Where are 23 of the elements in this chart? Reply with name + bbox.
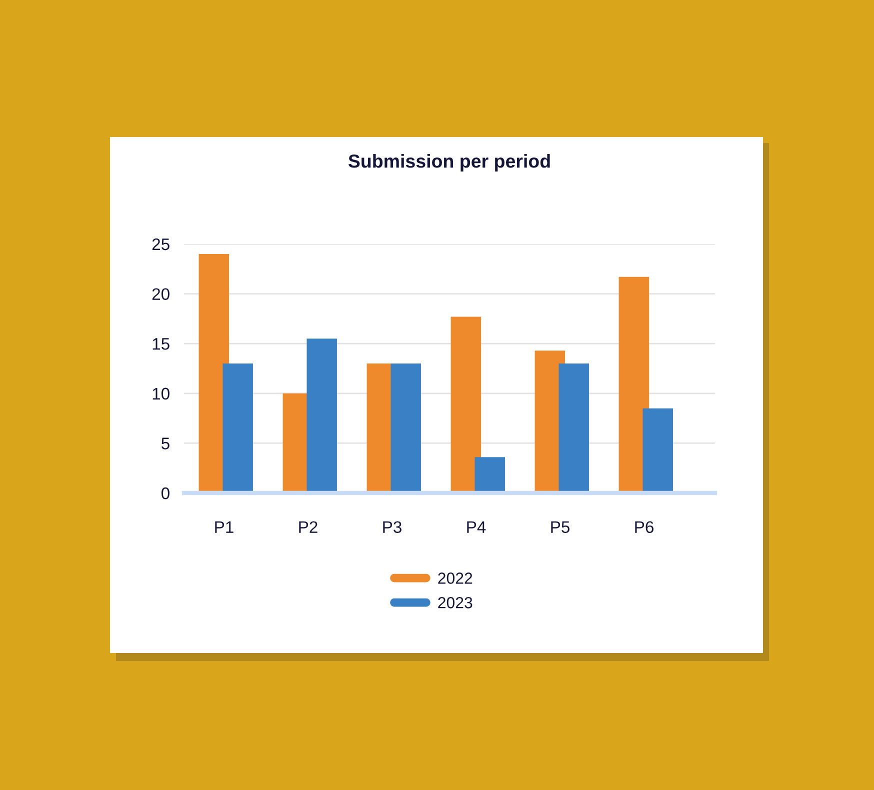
bar (222, 364, 253, 493)
x-tick-label: P4 (467, 521, 486, 533)
chart-title: Submission per period (348, 154, 550, 172)
bar (558, 364, 589, 493)
y-tick-label: 20 (152, 288, 170, 300)
bar (618, 276, 650, 493)
legend-label: 2022 (438, 572, 472, 584)
legend-label: 2023 (438, 597, 472, 608)
x-tick-label: P6 (635, 521, 654, 534)
y-tick-label: 10 (152, 388, 170, 400)
x-tick-label: P5 (551, 521, 570, 534)
bar (390, 364, 421, 493)
y-tick-label: 5 (162, 438, 170, 450)
bar (306, 338, 337, 493)
y-tick-label: 25 (152, 238, 170, 250)
y-tick-label: 15 (152, 338, 170, 350)
bar (450, 316, 482, 493)
x-tick-label: P1 (215, 521, 234, 533)
bar (474, 457, 505, 493)
x-tick-label: P3 (383, 521, 402, 534)
bar (642, 408, 673, 493)
x-tick-label: P2 (299, 521, 318, 533)
y-tick-label: 0 (161, 487, 170, 500)
